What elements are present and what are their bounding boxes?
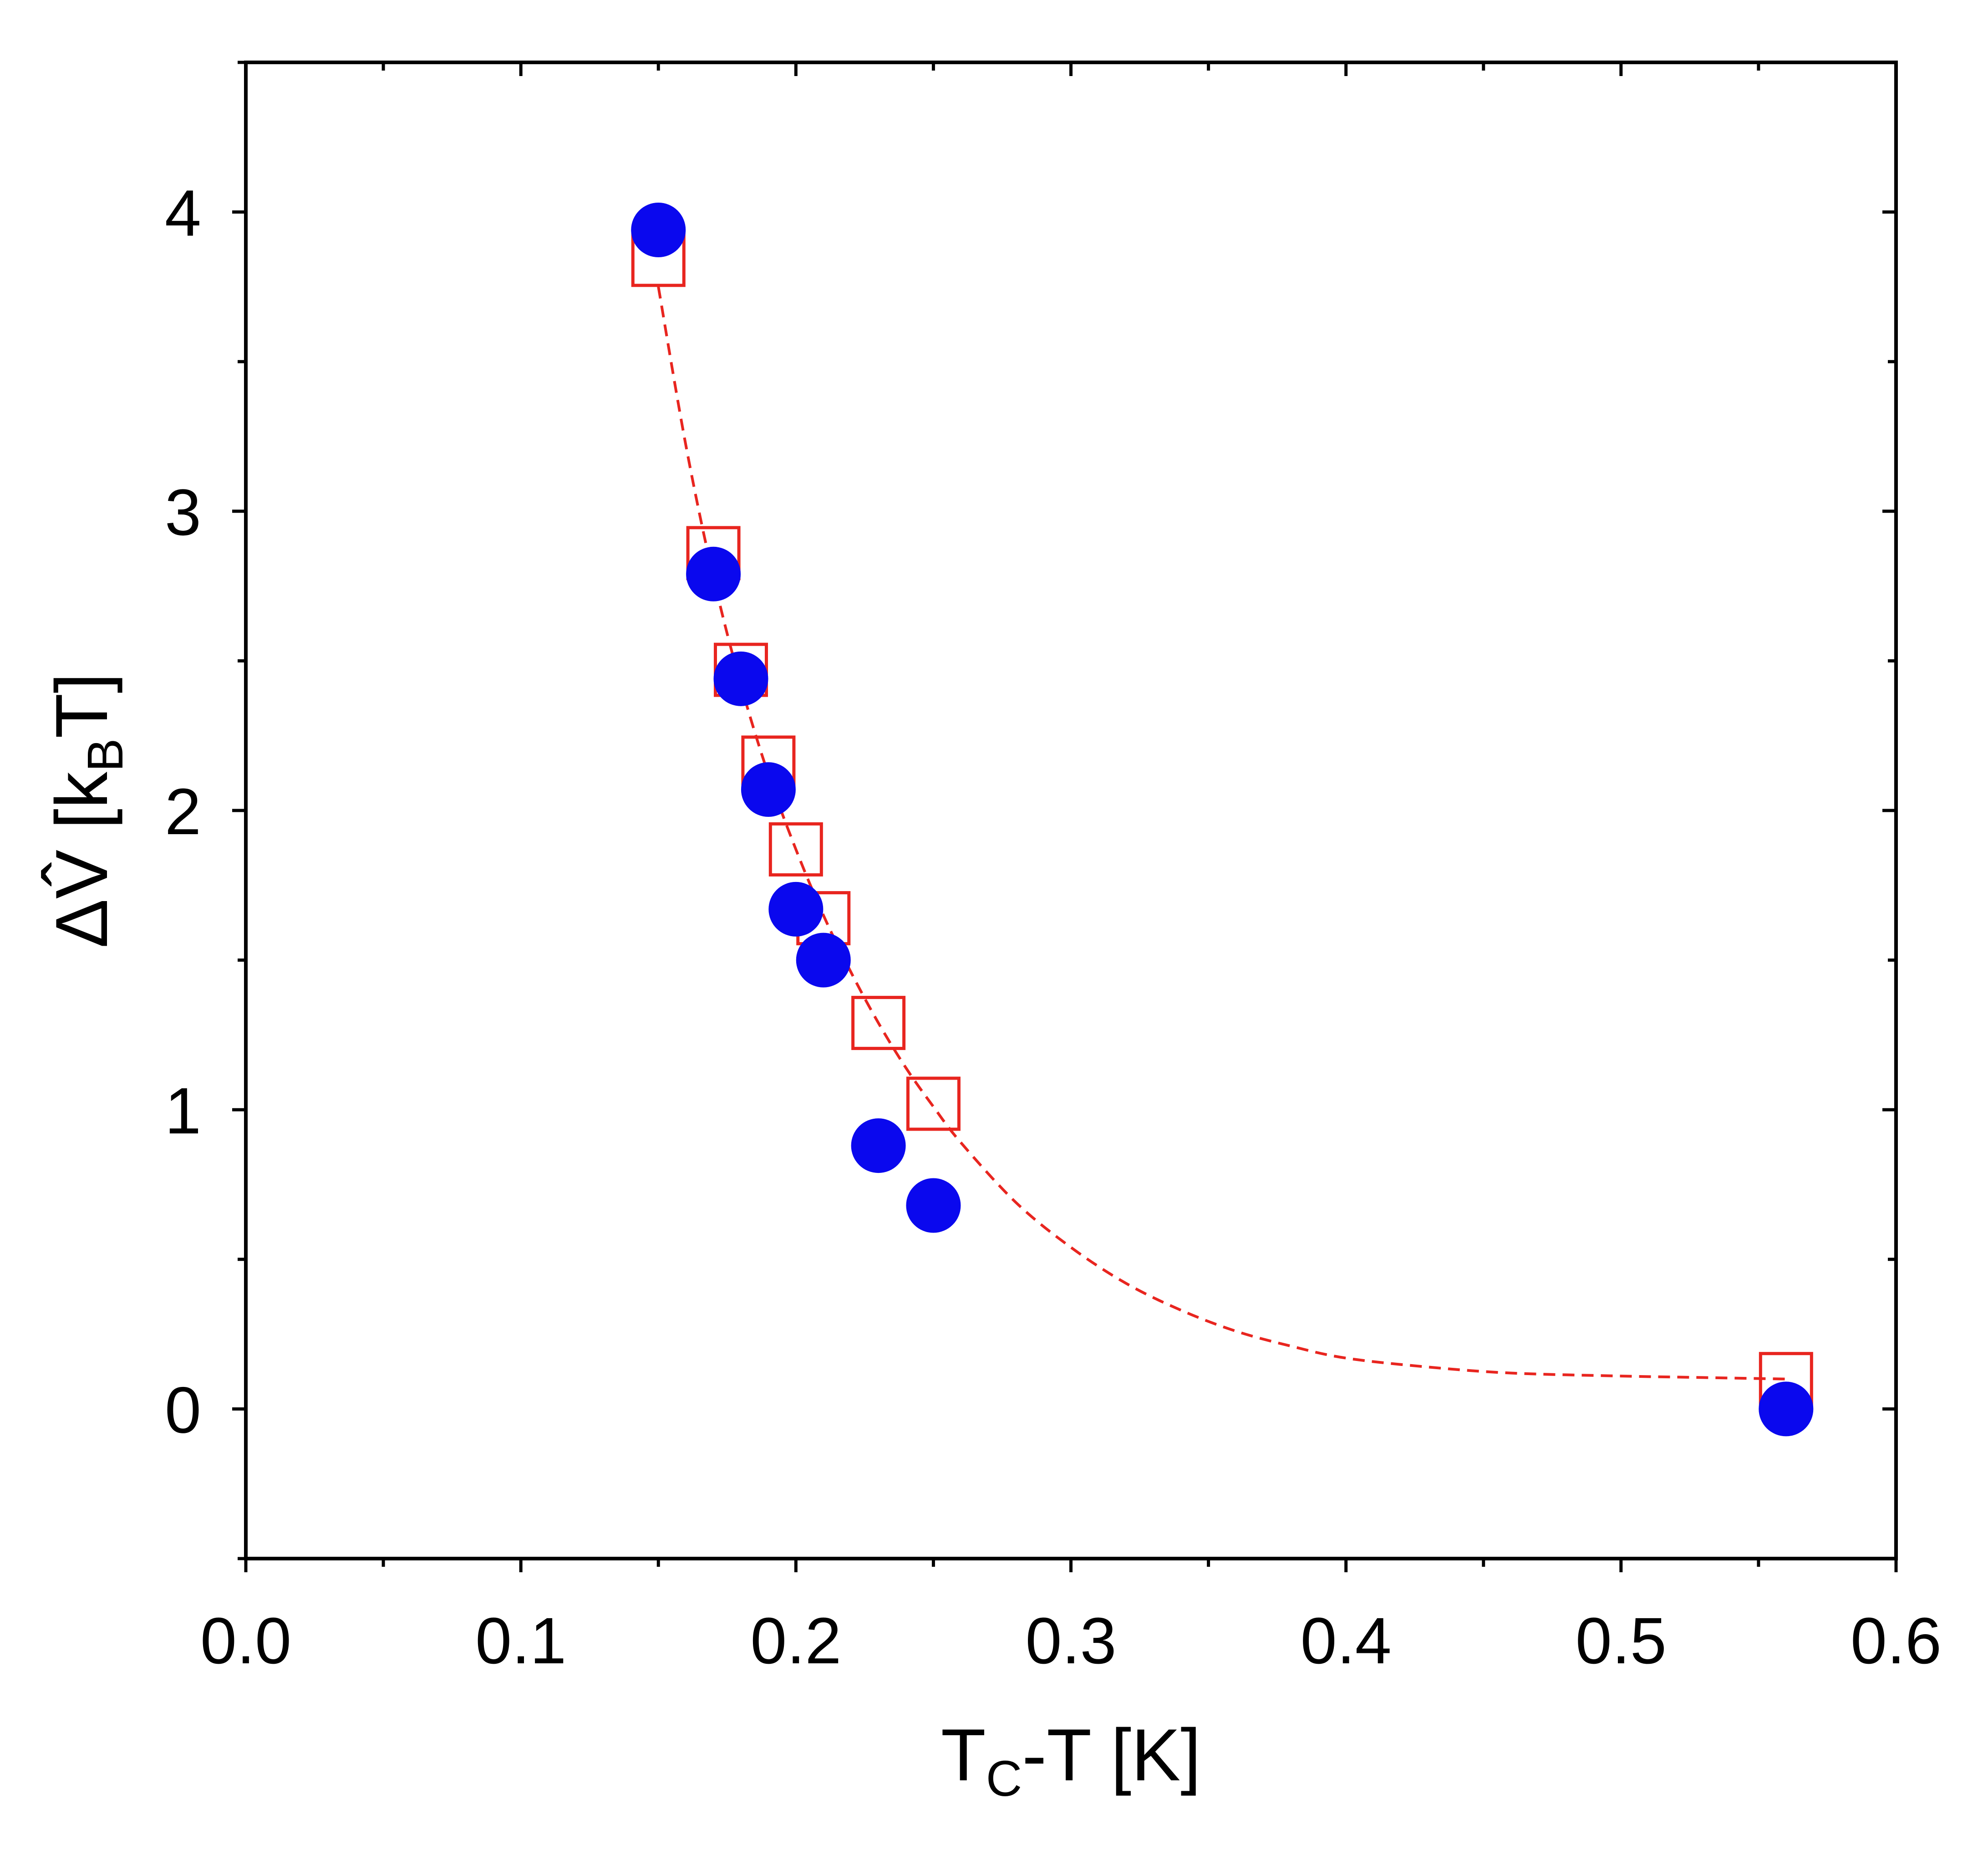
x-tick-label: 0.0 (200, 1604, 291, 1677)
experiment-point (741, 762, 796, 817)
model-point (906, 1076, 961, 1131)
plot-frame (244, 61, 1898, 1560)
experiment-point (796, 933, 851, 988)
model-point (768, 822, 823, 877)
x-axis-title-rest: -T [K] (1022, 1714, 1201, 1796)
experiment-series-layer (631, 203, 1814, 1437)
x-tick-label: 0.4 (1301, 1604, 1392, 1677)
y-tick-label: 2 (165, 775, 201, 848)
y-axis-title-symbol: V̂ (41, 850, 123, 899)
experiment-point (906, 1178, 961, 1233)
x-tick-label: 0.3 (1025, 1604, 1116, 1677)
tick-labels: 0.0 0.1 0.2 0.3 0.4 0.5 0.6 0 1 2 3 4 (165, 177, 1942, 1677)
experiment-point (631, 203, 686, 258)
y-tick-label: 0 (165, 1373, 201, 1447)
y-axis-title-prefix: Δ (41, 899, 123, 948)
x-axis-title: TC-T [K] (941, 1714, 1201, 1807)
experiment-point (686, 546, 741, 601)
y-tick-label: 1 (165, 1074, 201, 1147)
experiment-point (851, 1118, 906, 1173)
model-point (851, 996, 906, 1050)
x-tick-label: 0.6 (1851, 1604, 1942, 1677)
x-axis-title-sub: C (986, 1751, 1022, 1807)
y-axis-title-sub: B (77, 739, 133, 772)
y-tick-label: 4 (165, 177, 201, 250)
experiment-point (713, 651, 768, 706)
y-axis-title-group: ΔV̂ [kBT] (41, 673, 133, 948)
y-axis-title-rest: T] (41, 673, 123, 739)
y-axis-title: ΔV̂ [kBT] (41, 673, 133, 948)
y-axis-title-open: [k (41, 771, 123, 850)
x-tick-label: 0.5 (1576, 1604, 1667, 1677)
experiment-point (768, 882, 824, 937)
x-tick-label: 0.1 (475, 1604, 566, 1677)
y-tick-label: 3 (165, 476, 201, 549)
x-axis-title-main: T (941, 1714, 986, 1796)
experiment-point (1759, 1381, 1814, 1437)
x-tick-label: 0.2 (750, 1604, 841, 1677)
